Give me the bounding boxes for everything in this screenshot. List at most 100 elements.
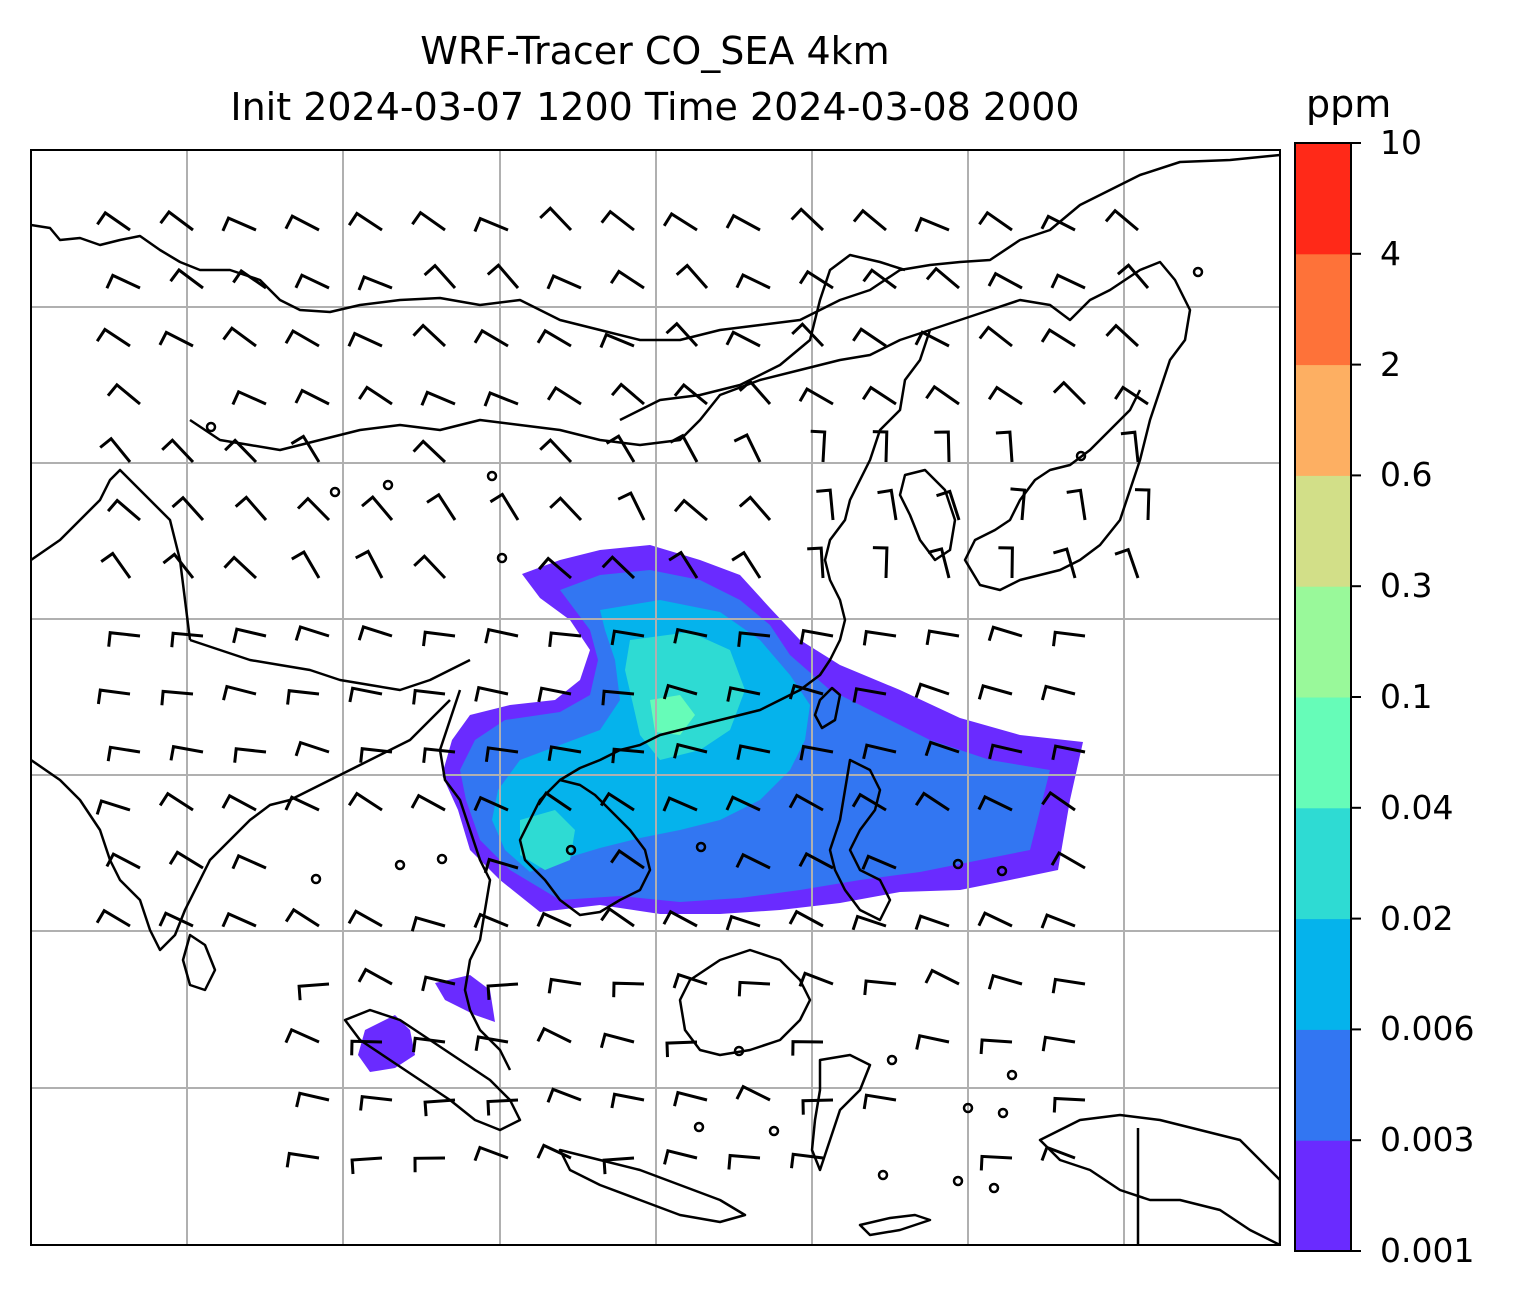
wind-barb xyxy=(486,263,520,289)
wind-barb xyxy=(361,494,394,521)
wind-barb xyxy=(357,275,393,291)
colorbar-segment xyxy=(1295,807,1351,920)
wind-barb xyxy=(484,746,519,763)
wind-barb xyxy=(95,799,131,815)
wind-barb xyxy=(537,791,572,812)
wind-barb xyxy=(286,689,320,705)
wind-barb xyxy=(727,1153,761,1170)
coastline-korea-japan xyxy=(929,260,1192,592)
wind-barb xyxy=(872,430,889,463)
wind-barb xyxy=(484,627,519,644)
calm-wind-marker xyxy=(877,1169,889,1181)
wind-barb xyxy=(599,791,635,812)
wind-barb xyxy=(412,688,446,705)
wind-barb xyxy=(107,631,141,647)
plume-level-outer-patch1 xyxy=(435,975,495,1022)
wind-barb xyxy=(788,793,824,812)
wind-barb xyxy=(863,979,897,996)
wind-barb xyxy=(610,382,645,406)
calm-wind-marker xyxy=(205,421,217,433)
wind-barb xyxy=(977,911,1013,928)
wind-barb xyxy=(925,629,960,646)
wind-barb xyxy=(1052,380,1087,406)
colorbar xyxy=(1295,143,1351,1252)
wind-barb xyxy=(412,323,447,348)
wind-barb xyxy=(987,385,1023,406)
wind-barb xyxy=(663,1148,698,1165)
wind-barb xyxy=(725,213,761,232)
wind-barb xyxy=(925,384,960,406)
wind-barb xyxy=(605,434,636,463)
colorbar-tick-label: 10 xyxy=(1380,123,1422,162)
wind-barb xyxy=(158,330,194,348)
wind-barb xyxy=(295,1091,330,1108)
colorbar-segment xyxy=(1295,1140,1351,1252)
wind-barb xyxy=(160,689,194,706)
wind-barb xyxy=(799,628,834,645)
wind-barb xyxy=(852,208,887,232)
wind-barb xyxy=(105,273,141,290)
calm-wind-marker xyxy=(565,844,577,856)
wind-barb xyxy=(1051,977,1086,994)
wind-barb xyxy=(106,498,141,522)
wind-barb xyxy=(662,796,698,812)
calm-wind-marker xyxy=(382,479,394,491)
wind-barb xyxy=(736,744,771,761)
colorbar-tick-label: 0.04 xyxy=(1380,787,1454,827)
calm-wind-marker xyxy=(310,873,322,885)
wind-barb xyxy=(915,1034,950,1050)
wind-barb xyxy=(221,216,257,232)
wind-barb xyxy=(357,967,393,986)
wind-barb xyxy=(673,627,708,644)
wind-barb xyxy=(726,686,761,702)
colorbar-tick-label: 2 xyxy=(1380,344,1401,384)
colorbar-segment xyxy=(1295,697,1351,809)
wind-barb xyxy=(422,747,456,763)
wind-barb xyxy=(851,914,887,931)
border-china-mongolia xyxy=(619,253,906,422)
wind-barb xyxy=(807,546,825,579)
wind-barb xyxy=(231,853,267,870)
wind-barb xyxy=(159,209,194,232)
wind-barb xyxy=(232,627,267,644)
wind-barb xyxy=(1052,1096,1086,1113)
wind-barb xyxy=(662,211,698,232)
wind-barb xyxy=(169,267,204,290)
calm-wind-marker xyxy=(496,552,508,564)
wind-barb xyxy=(610,629,645,646)
wind-barb xyxy=(738,495,772,521)
wind-barb xyxy=(612,981,645,998)
wind-barb xyxy=(358,385,393,406)
coastline-myanmar xyxy=(438,689,512,1071)
wind-barb xyxy=(737,980,771,997)
wind-barb xyxy=(1134,488,1151,521)
wind-barb xyxy=(665,1040,698,1058)
wind-barb xyxy=(735,272,771,290)
wind-barb xyxy=(536,1143,572,1160)
wind-barb xyxy=(725,795,761,812)
calm-wind-marker xyxy=(695,841,707,853)
wind-barb xyxy=(413,554,447,580)
wind-barb xyxy=(489,492,520,521)
wind-barb xyxy=(350,1039,383,1056)
wind-barb xyxy=(737,631,771,647)
map-subtitle: Init 2024-03-07 1200 Time 2024-03-08 200… xyxy=(230,85,1080,129)
wind-barb xyxy=(473,795,509,812)
wind-barb xyxy=(925,266,960,290)
wind-barb xyxy=(735,852,771,870)
wind-barb xyxy=(537,686,572,703)
wind-barb xyxy=(601,689,635,706)
wind-barb xyxy=(355,549,384,579)
wind-barb xyxy=(988,743,1023,760)
wind-barb xyxy=(934,430,951,463)
wind-barb xyxy=(473,912,509,929)
colorbar-tick-label: 0.003 xyxy=(1380,1120,1475,1160)
wind-barb xyxy=(1105,323,1140,348)
wind-barb xyxy=(171,495,205,522)
wind-barb xyxy=(222,326,257,348)
colorbar-tick-label: 4 xyxy=(1380,233,1401,273)
wind-barb xyxy=(106,382,141,406)
calm-wind-marker xyxy=(394,859,406,871)
wind-barb xyxy=(861,385,897,406)
